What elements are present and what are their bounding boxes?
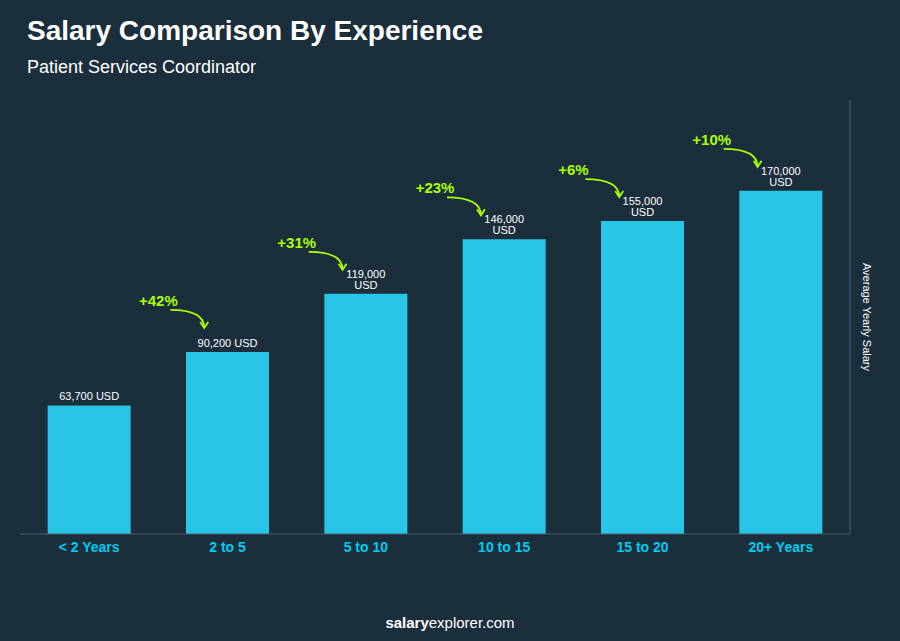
svg-text:< 2 Years: < 2 Years [59, 539, 120, 555]
svg-text:146,000USD: 146,000USD [484, 213, 524, 236]
svg-text:5 to 10: 5 to 10 [344, 539, 389, 555]
html-text:salary explorer.com: salary explorer.com [385, 614, 515, 631]
svg-text:155,000USD: 155,000USD [623, 195, 663, 218]
html-text:Patient Services Coordinator: Patient Services Coordinator [27, 57, 257, 77]
svg-text:2 to 5: 2 to 5 [209, 539, 246, 555]
svg-text:170,000USD: 170,000USD [761, 165, 801, 188]
svg-text:119,000USD: 119,000USD [346, 268, 385, 291]
svg-text:+42%: +42% [139, 292, 178, 309]
svg-text:15 to 20: 15 to 20 [616, 539, 668, 555]
svg-text:+6%: +6% [558, 161, 588, 178]
svg-text:10 to 15: 10 to 15 [478, 539, 530, 555]
svg-text:63,700 USD: 63,700 USD [59, 390, 119, 402]
svg-text:20+ Years: 20+ Years [748, 539, 813, 555]
svg-text:+23%: +23% [416, 179, 455, 196]
svg-text:+31%: +31% [277, 234, 316, 251]
svg-text:Average Yearly Salary: Average Yearly Salary [861, 263, 873, 372]
svg-text:+10%: +10% [692, 131, 731, 148]
html-text:Salary Comparison By Experienc: Salary Comparison By Experience [27, 15, 483, 46]
svg-text:90,200 USD: 90,200 USD [198, 337, 258, 349]
